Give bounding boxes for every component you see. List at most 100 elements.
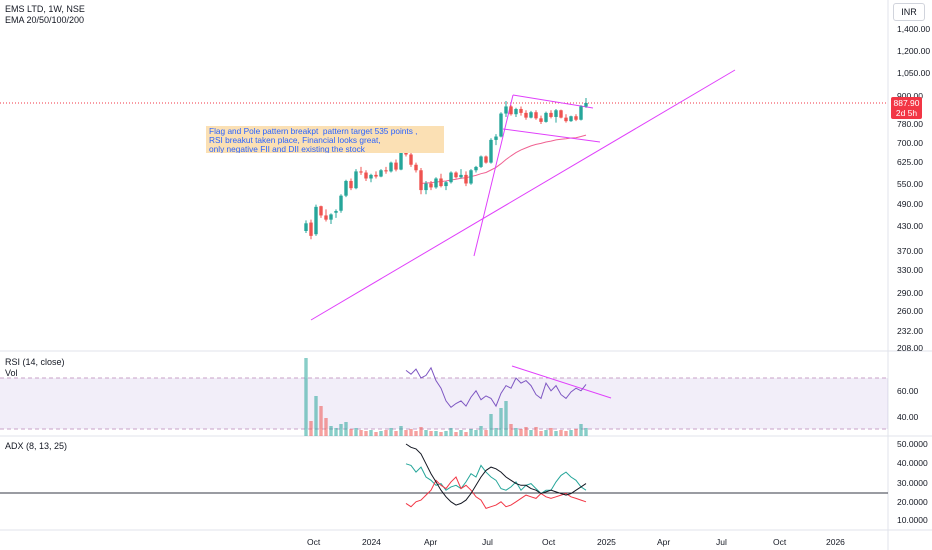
volume-bar (434, 431, 438, 436)
candle-body (464, 174, 468, 184)
time-tick: 2024 (362, 537, 381, 547)
time-tick: Oct (307, 537, 321, 547)
rsi-legend[interactable]: RSI (14, close) Vol (5, 357, 65, 379)
candle-body (424, 183, 428, 191)
candle-body (494, 136, 498, 140)
volume-bar (544, 430, 548, 436)
last-price-value: 887.90 (893, 98, 920, 108)
symbol-title[interactable]: EMS LTD, 1W, NSE (5, 4, 85, 14)
adx-series-line (405, 443, 587, 506)
volume-bar (339, 424, 343, 436)
time-tick: Jul (482, 537, 493, 547)
candle-body (569, 116, 573, 122)
candle-body (444, 182, 448, 187)
price-tick: 550.00 (897, 179, 923, 189)
ema-legend[interactable]: EMA 20/50/100/200 (5, 15, 85, 25)
volume-bar (314, 396, 318, 436)
rsi-tick: 40.00 (897, 412, 919, 422)
candle-body (564, 117, 568, 122)
price-tick: 625.00 (897, 157, 923, 167)
volume-bar (559, 430, 563, 436)
volume-bar (444, 431, 448, 436)
rsi-label[interactable]: RSI (14, close) (5, 357, 65, 367)
time-tick: Apr (424, 537, 437, 547)
candle-body (329, 214, 333, 220)
volume-bar (334, 428, 338, 436)
volume-bar (424, 430, 428, 436)
adx-label[interactable]: ADX (8, 13, 25) (5, 441, 68, 451)
volume-bar (459, 430, 463, 436)
volume-bar (399, 426, 403, 436)
adx-legend[interactable]: ADX (8, 13, 25) (5, 441, 67, 452)
candle-body (409, 154, 413, 165)
candle-body (529, 112, 533, 118)
price-tick: 700.00 (897, 138, 923, 148)
vol-label[interactable]: Vol (5, 368, 18, 378)
annotation-note[interactable]: Flag and Pole pattern breakpt pattern ta… (206, 126, 444, 153)
minus-di-line (405, 476, 587, 510)
candle-body (479, 156, 483, 167)
candle-body (304, 223, 308, 231)
price-tick: 260.00 (897, 306, 923, 316)
price-axis[interactable]: 1,400.00 1,200.00 1,050.00 900.00 780.00… (897, 24, 930, 353)
candle-body (389, 162, 393, 172)
volume-bar (414, 431, 418, 436)
rsi-axis[interactable]: 60.00 40.00 (897, 386, 919, 422)
candle-body (429, 183, 433, 188)
time-tick: 2026 (826, 537, 845, 547)
volume-bar (489, 414, 493, 436)
time-axis[interactable]: Oct 2024 Apr Jul Oct 2025 Apr Jul Oct 20… (307, 537, 845, 547)
adx-axis[interactable]: 50.0000 40.0000 30.0000 20.0000 10.0000 (897, 439, 928, 525)
candle-body (349, 180, 353, 189)
candle-body (459, 174, 463, 178)
time-tick: Oct (773, 537, 787, 547)
flag-top-line[interactable] (512, 94, 594, 109)
candle-body (534, 112, 538, 119)
volume-bar (564, 431, 568, 436)
volume-bar (464, 432, 468, 436)
candle-body (434, 178, 438, 188)
flag-bottom-line[interactable] (502, 128, 601, 143)
adx-lines (405, 443, 587, 510)
candle-body (319, 206, 323, 216)
price-tick: 208.00 (897, 343, 923, 353)
volume-bar (494, 428, 498, 436)
candle-body (554, 110, 558, 117)
price-tick: 490.00 (897, 199, 923, 209)
symbol-legend[interactable]: EMS LTD, 1W, NSE EMA 20/50/100/200 (5, 4, 85, 26)
volume-bar (549, 428, 553, 436)
volume-bar (309, 421, 313, 436)
volume-bar (584, 428, 588, 436)
volume-bar (319, 406, 323, 436)
volume-bar (539, 431, 543, 436)
price-tick: 1,400.00 (897, 24, 930, 34)
candle-body (384, 170, 388, 172)
volume-bar (529, 430, 533, 436)
volume-bar (384, 430, 388, 436)
volume-bar (534, 427, 538, 436)
candle-body (359, 171, 363, 173)
support-trendline[interactable] (310, 69, 736, 321)
candle-body (309, 222, 313, 236)
volume-bar (514, 428, 518, 436)
candle-body (484, 156, 488, 163)
pole-line[interactable] (473, 94, 514, 257)
rsi-divergence-line[interactable] (511, 365, 612, 399)
trendlines[interactable] (310, 69, 736, 399)
plus-di-line (405, 463, 587, 495)
volume-bar (354, 428, 358, 436)
candle-body (364, 172, 368, 179)
last-price-tag: 887.90 2d 5h (891, 97, 922, 119)
volume-bar (479, 426, 483, 436)
candle-body (544, 112, 548, 122)
candle-body (509, 106, 513, 115)
volume-bar (574, 429, 578, 436)
price-tick: 900.00 (897, 91, 923, 101)
volume-bar (394, 431, 398, 436)
candle-body (354, 171, 358, 189)
price-tick: 330.00 (897, 265, 923, 275)
volume-bar (349, 429, 353, 436)
currency-button[interactable]: INR (893, 3, 925, 21)
candle-body (474, 166, 478, 171)
